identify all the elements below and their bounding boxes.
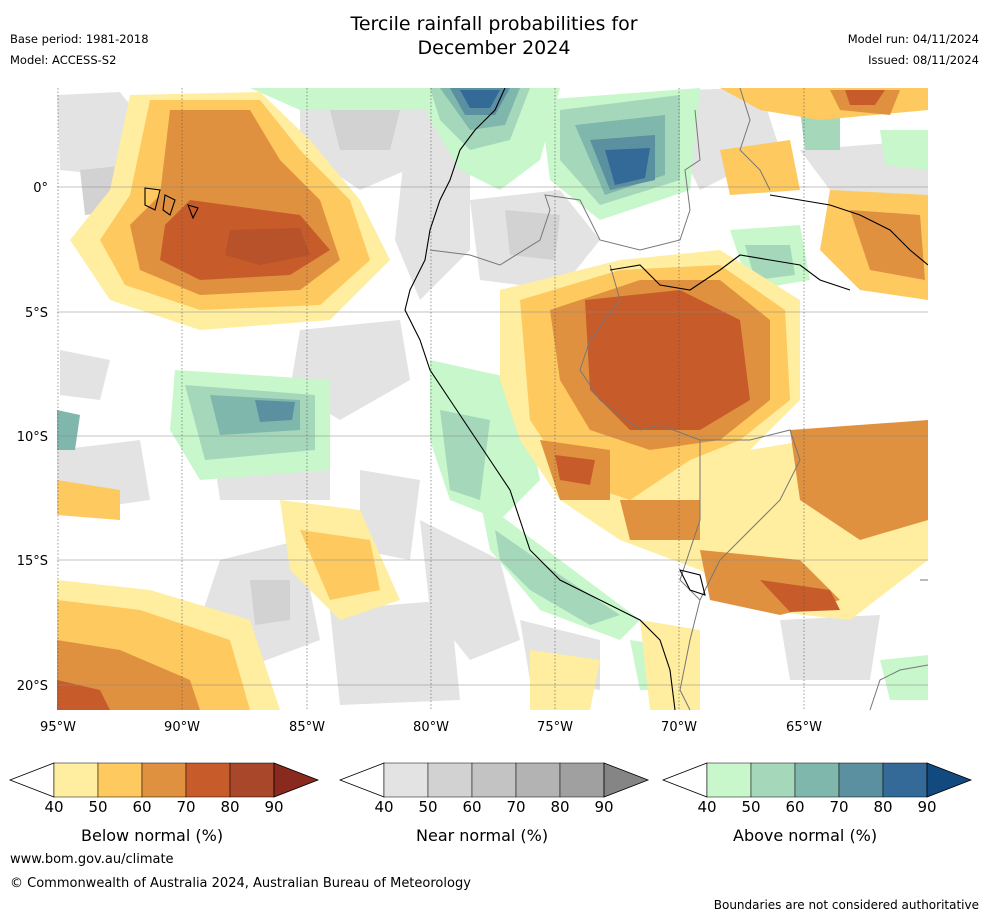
issued-date: Issued: 08/11/2024 <box>868 53 979 67</box>
below-normal-areas <box>57 88 928 710</box>
colorbar-legend: 40 50 60 70 80 90 40 50 60 70 80 90 40 50 60 70 80 90 <box>8 762 973 816</box>
colorbar-extend-low <box>661 762 708 798</box>
colorbar-extend-high <box>603 762 650 798</box>
colorbar-swatch <box>794 762 840 798</box>
lon-label: 90°W <box>164 720 200 735</box>
colorbar-label-below: Below normal (%) <box>81 826 224 845</box>
lat-label: 0° <box>33 181 48 196</box>
colorbar-near: 40 50 60 70 80 90 <box>338 762 650 816</box>
colorbar-swatch <box>141 762 187 798</box>
colorbar-tick-label: 40 <box>44 798 63 816</box>
colorbar-tick-label: 90 <box>264 798 283 816</box>
model-name: Model: ACCESS-S2 <box>10 53 117 67</box>
colorbar-tick-label: 70 <box>506 798 525 816</box>
latitude-labels: 0° 5°S 10°S 15°S 20°S <box>17 181 48 694</box>
colorbar-tick-label: 90 <box>594 798 613 816</box>
longitude-labels: 95°W 90°W 85°W 80°W 75°W 70°W 65°W <box>40 720 822 735</box>
colorbar-swatch <box>750 762 796 798</box>
colorbar-tick-label: 40 <box>697 798 716 816</box>
colorbar-tick-label: 50 <box>741 798 760 816</box>
colorbar-extend-low <box>338 762 385 798</box>
colorbar-swatch <box>838 762 884 798</box>
colorbar-extend-high <box>273 762 320 798</box>
title-line-1: Tercile rainfall probabilities for <box>350 13 638 35</box>
colorbar-tick-label: 70 <box>176 798 195 816</box>
colorbar-swatch <box>229 762 275 798</box>
colorbar-tick-label: 60 <box>785 798 804 816</box>
colorbar-tick-label: 80 <box>220 798 239 816</box>
colorbar-swatch <box>427 762 473 798</box>
colorbar-swatch <box>882 762 928 798</box>
colorbar-tick-label: 90 <box>917 798 936 816</box>
colorbar-swatch <box>97 762 143 798</box>
colorbar-swatch <box>383 762 429 798</box>
colorbar-extend-low <box>8 762 55 798</box>
colorbar-tick-label: 70 <box>829 798 848 816</box>
copyright: © Commonwealth of Australia 2024, Austra… <box>10 876 471 891</box>
colorbar-tick-label: 60 <box>462 798 481 816</box>
colorbar-tick-label: 50 <box>418 798 437 816</box>
colorbar-label-above: Above normal (%) <box>733 826 878 845</box>
model-run: Model run: 04/11/2024 <box>847 32 979 46</box>
colorbar-swatch <box>706 762 752 798</box>
colorbar-extend-high <box>926 762 973 798</box>
lat-label: 5°S <box>25 306 48 321</box>
colorbar-below: 40 50 60 70 80 90 <box>8 762 320 816</box>
colorbar-swatch <box>559 762 605 798</box>
lon-label: 65°W <box>786 720 822 735</box>
map-title: Tercile rainfall probabilities for Decem… <box>0 12 988 60</box>
colorbar-tick-label: 50 <box>88 798 107 816</box>
lat-label: 15°S <box>17 554 48 569</box>
lon-label: 95°W <box>40 720 76 735</box>
meta-left: Base period: 1981-2018 Model: ACCESS-S2 <box>10 29 149 71</box>
colorbar-tick-label: 80 <box>873 798 892 816</box>
colorbar-label-near: Near normal (%) <box>416 826 549 845</box>
lat-label: 10°S <box>17 430 48 445</box>
coastline <box>144 88 928 710</box>
colorbar-tick-label: 40 <box>374 798 393 816</box>
probability-field <box>57 88 928 710</box>
lon-label: 85°W <box>289 720 325 735</box>
colorbar-swatch <box>185 762 231 798</box>
lon-label: 70°W <box>661 720 697 735</box>
base-period: Base period: 1981-2018 <box>10 32 149 46</box>
colorbar-above: 40 50 60 70 80 90 <box>661 762 973 816</box>
disclaimer: Boundaries are not considered authoritat… <box>713 898 979 912</box>
colorbar-swatch <box>53 762 99 798</box>
lat-label: 20°S <box>17 679 48 694</box>
lon-label: 75°W <box>537 720 573 735</box>
footer-url: www.bom.gov.au/climate <box>10 852 174 867</box>
title-line-2: December 2024 <box>417 37 571 59</box>
colorbar-tick-label: 80 <box>550 798 569 816</box>
colorbar-tick-label: 60 <box>132 798 151 816</box>
lon-label: 80°W <box>413 720 449 735</box>
rainfall-map: 0° 5°S 10°S 15°S 20°S 95°W 90°W 85°W 80°… <box>17 88 928 735</box>
meta-right: Model run: 04/11/2024 Issued: 08/11/2024 <box>848 29 979 71</box>
colorbar-swatch <box>471 762 517 798</box>
graticule <box>57 88 928 710</box>
above-normal-areas <box>57 88 928 700</box>
colorbar-swatch <box>515 762 561 798</box>
